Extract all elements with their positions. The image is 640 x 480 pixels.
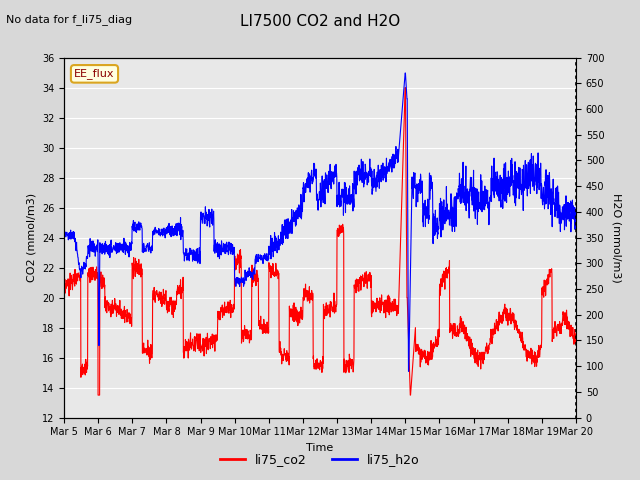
Text: No data for f_li75_diag: No data for f_li75_diag xyxy=(6,14,132,25)
Text: LI7500 CO2 and H2O: LI7500 CO2 and H2O xyxy=(240,14,400,29)
X-axis label: Time: Time xyxy=(307,443,333,453)
Legend: li75_co2, li75_h2o: li75_co2, li75_h2o xyxy=(215,448,425,471)
Y-axis label: H2O (mmol/m3): H2O (mmol/m3) xyxy=(611,193,621,282)
Y-axis label: CO2 (mmol/m3): CO2 (mmol/m3) xyxy=(26,193,36,282)
Text: EE_flux: EE_flux xyxy=(74,68,115,79)
